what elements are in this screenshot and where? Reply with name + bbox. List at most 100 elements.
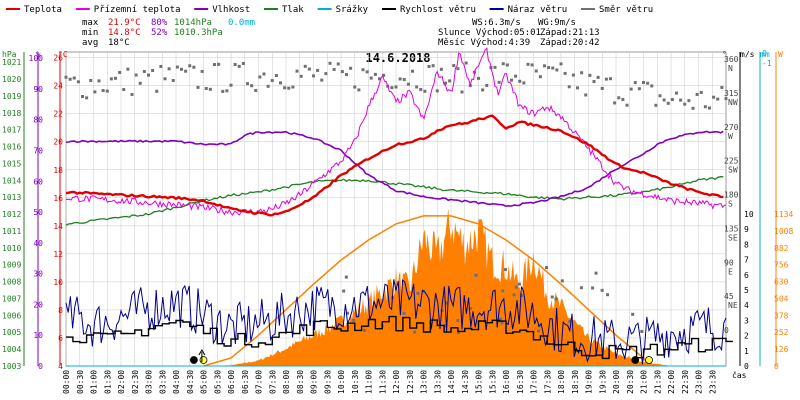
wind-direction-point (550, 295, 554, 299)
wind-direction-point (543, 64, 546, 68)
rain-tick-1: -1 (762, 59, 772, 68)
wind-direction-point (514, 285, 518, 289)
wind-direction-point (105, 89, 109, 93)
legend-label-6: Náraz větru (508, 5, 568, 15)
press-tick-1: 1004 (2, 345, 21, 354)
x-tick-21: 10:30 (351, 370, 360, 394)
wind-direction-point (353, 85, 357, 89)
moonset-marker (631, 356, 640, 364)
legend-label-4: Srážky (336, 5, 369, 15)
x-tick-38: 19:00 (585, 370, 594, 394)
wind-direction-point (431, 64, 435, 68)
wind-gust-info: WG:9m/s (538, 18, 576, 28)
wind-direction-point (571, 73, 575, 77)
wind-direction-point (122, 87, 126, 91)
legend-label-2: Vlhkost (212, 5, 250, 15)
legend-label-7: Směr větru (599, 5, 653, 15)
dir-label-5: SE (728, 233, 738, 242)
dir-label-4: S (728, 200, 733, 209)
press-tick-12: 1015 (2, 159, 21, 168)
wind-direction-point (625, 103, 629, 107)
wind-direction-point (93, 90, 97, 94)
wind-direction-point (167, 67, 171, 71)
press-tick-14: 1017 (2, 126, 21, 135)
press-tick-7: 1010 (2, 244, 21, 253)
wind-direction-point (568, 319, 572, 323)
wind-direction-point (501, 289, 505, 293)
wind-direction-point (175, 65, 179, 69)
wind-direction-point (613, 101, 617, 105)
wind-direction-point (233, 63, 237, 67)
unit-label-0: hPa (2, 50, 17, 59)
dir-tick-8: 0 (724, 326, 729, 335)
x-tick-47: 23:30 (708, 370, 717, 394)
wind-direction-point (606, 293, 610, 297)
wind-tick-1: 1 (744, 347, 749, 356)
wind-direction-point (584, 93, 588, 97)
x-tick-19: 09:30 (323, 370, 332, 394)
press-tick-2: 1005 (2, 328, 21, 337)
wind-direction-point (464, 61, 468, 65)
wind-direction-point (588, 73, 592, 77)
x-tick-22: 11:00 (365, 370, 374, 394)
wind-direction-point (658, 94, 662, 98)
x-tick-30: 15:00 (475, 370, 484, 394)
press-tick-4: 1007 (2, 294, 21, 303)
wind-direction-point (609, 77, 612, 81)
solar-radiation-area (66, 208, 726, 366)
wind-direction-point (481, 88, 485, 92)
moon-set-info: Západ:20:42 (540, 38, 600, 48)
wind-direction-point (633, 81, 637, 85)
moon-rise-arrow-head (198, 349, 206, 356)
wind-direction-point (551, 66, 555, 70)
sunset-marker (645, 356, 653, 364)
wind-direction-point (138, 81, 142, 85)
unit-label-3: m/s (740, 50, 755, 59)
wind-direction-point (279, 81, 282, 85)
wind-direction-point (287, 86, 291, 90)
press-tick-13: 1016 (2, 143, 21, 152)
wind-direction-point (452, 64, 456, 68)
x-tick-46: 23:00 (695, 370, 704, 394)
wind-speed-line (66, 315, 733, 360)
wind-direction-point (538, 75, 542, 79)
solar-tick-2: 252 (774, 328, 789, 337)
wind-direction-point (411, 69, 414, 73)
x-tick-16: 08:00 (282, 370, 291, 394)
x-tick-27: 13:30 (433, 370, 442, 394)
wind-direction-point (274, 74, 278, 78)
wind-direction-point (501, 62, 505, 66)
wind-direction-point (72, 76, 76, 80)
x-tick-44: 22:00 (667, 370, 676, 394)
dir-tick-2: 270 (724, 123, 739, 132)
wind-direction-point (503, 268, 507, 272)
solar-tick-9: 1134 (774, 210, 793, 219)
wind-direction-point (505, 63, 509, 67)
x-tick-37: 18:30 (571, 370, 580, 394)
stats-max-rain: 0.0mm (228, 18, 255, 28)
wind-direction-point (180, 67, 183, 71)
wind-direction-point (592, 80, 596, 84)
wind-direction-point (691, 106, 695, 110)
wind-direction-point (342, 289, 346, 293)
wind-direction-point (134, 73, 138, 77)
hum-tick-0: 0 (38, 362, 43, 371)
x-tick-9: 04:30 (186, 370, 195, 394)
moonrise-marker (189, 356, 198, 364)
wind-direction-point (85, 96, 89, 100)
x-tick-2: 01:00 (90, 370, 99, 394)
x-tick-5: 02:30 (131, 370, 140, 394)
wind-direction-point (699, 90, 703, 94)
wind-direction-point (406, 82, 410, 86)
x-tick-29: 14:30 (461, 370, 470, 394)
temp-tick-3: 10 (53, 278, 63, 287)
theoretical-solar-line (203, 215, 650, 367)
x-tick-31: 15:30 (488, 370, 497, 394)
wind-direction-point (270, 79, 274, 83)
wind-direction-point (349, 66, 353, 70)
x-tick-35: 17:30 (543, 370, 552, 394)
wind-direction-point (517, 282, 521, 286)
wind-direction-point (666, 101, 670, 105)
dir-label-7: NE (728, 301, 738, 310)
